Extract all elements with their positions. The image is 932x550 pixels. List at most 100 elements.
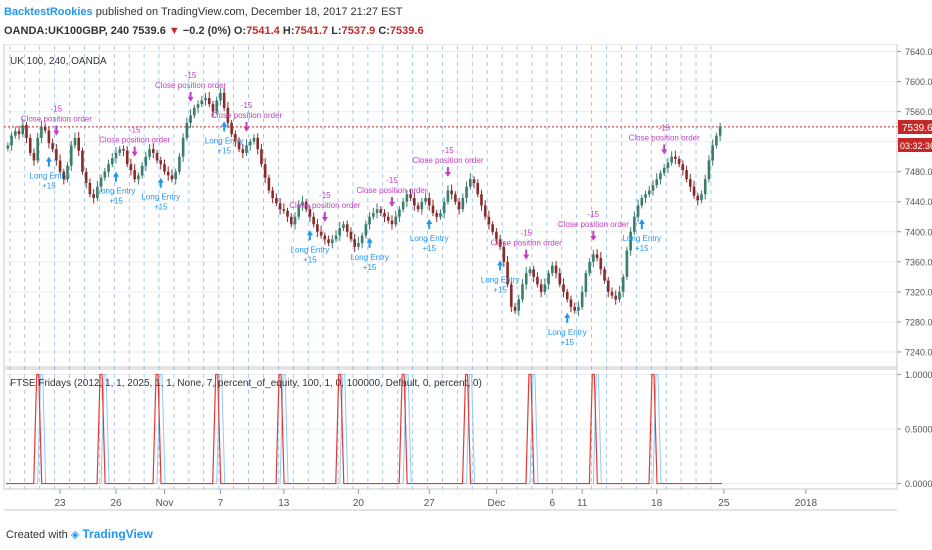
candle-body bbox=[293, 216, 297, 225]
candle-body bbox=[323, 235, 327, 240]
candle-body bbox=[84, 171, 88, 183]
candle-body bbox=[66, 165, 69, 180]
candle-body bbox=[155, 152, 159, 161]
candle-body bbox=[700, 194, 703, 201]
footer: Created with ◈ TradingView bbox=[6, 524, 153, 544]
candle-body bbox=[297, 205, 301, 217]
candle-body bbox=[383, 213, 386, 217]
symbol-label: OANDA:UK100GBP, 240 bbox=[4, 25, 130, 37]
candle-body bbox=[316, 224, 319, 232]
candle-body bbox=[92, 194, 95, 198]
candle-body bbox=[543, 284, 547, 292]
candle-body bbox=[10, 135, 13, 146]
time-axis[interactable]: 23 26 Nov 7 13 20 27 Dec 6 11 18 25 2018 bbox=[55, 489, 818, 509]
long-entry-label: Long Entry bbox=[141, 193, 180, 202]
long-entry-label: Long Entry bbox=[622, 234, 661, 243]
candle-body bbox=[140, 165, 144, 176]
long-entry-label: Long Entry bbox=[30, 172, 69, 181]
candle-body bbox=[226, 107, 230, 123]
author-link[interactable]: BacktestRookies bbox=[4, 6, 93, 18]
candle-body bbox=[398, 209, 401, 217]
candle-body bbox=[498, 239, 502, 247]
close-arrow-icon bbox=[590, 230, 597, 241]
candle-body bbox=[234, 134, 237, 142]
candle-body bbox=[640, 197, 644, 206]
buy-arrow-icon bbox=[366, 237, 373, 248]
long-entry-qty: +15 bbox=[560, 338, 574, 347]
close-arrow-icon bbox=[131, 146, 138, 157]
candle-body bbox=[207, 98, 211, 105]
candle-body bbox=[170, 175, 174, 180]
indicator-tick-label: 1.0000 bbox=[905, 370, 932, 380]
close-position-qty: -15 bbox=[442, 146, 454, 155]
candle-body bbox=[636, 205, 640, 217]
candle-body bbox=[375, 209, 379, 214]
candle-body bbox=[610, 291, 614, 296]
price-axis[interactable]: 7640.07600.07560.07520.07480.07440.07400… bbox=[897, 47, 932, 357]
long-entry-label: Long Entry bbox=[97, 187, 136, 196]
candle-body bbox=[222, 92, 226, 108]
indicator-axis[interactable]: 1.0000 0.5000 0.0000 bbox=[897, 370, 932, 489]
candle-body bbox=[618, 291, 621, 300]
last-price-tag: 7539.6 03:32:36 bbox=[898, 120, 932, 152]
candle-body bbox=[125, 150, 129, 165]
candle-body bbox=[129, 164, 133, 171]
candle-body bbox=[547, 273, 550, 285]
x-tick-label: 25 bbox=[718, 498, 730, 509]
tradingview-brand[interactable]: TradingView bbox=[82, 527, 153, 541]
long-entry-label: Long Entry bbox=[410, 234, 449, 243]
candle-body bbox=[17, 131, 21, 135]
candle-body bbox=[211, 104, 215, 112]
candle-body bbox=[688, 179, 692, 187]
close-position-label: Close position order bbox=[629, 133, 700, 142]
publish-header: BacktestRookies published on TradingView… bbox=[4, 3, 402, 21]
indicator-tick-label: 0.0000 bbox=[905, 479, 932, 489]
x-tick-label: 23 bbox=[55, 498, 67, 509]
candle-body bbox=[573, 306, 577, 311]
x-tick-label: 6 bbox=[550, 498, 556, 509]
indicator-legend: FTSE Fridays (2012, 1, 1, 2025, 1, 1, No… bbox=[10, 378, 482, 389]
buy-arrow-icon bbox=[45, 156, 52, 167]
candle-body bbox=[614, 295, 618, 300]
candle-body bbox=[364, 224, 368, 236]
candle-body bbox=[666, 162, 670, 168]
candle-body bbox=[476, 182, 480, 195]
candle-body bbox=[357, 243, 360, 247]
close-position-label: Close position order bbox=[21, 115, 92, 124]
buy-arrow-icon bbox=[221, 121, 228, 132]
tradingview-logo-icon: ◈ bbox=[70, 529, 80, 541]
candle-body bbox=[327, 239, 330, 244]
candle-body bbox=[122, 149, 125, 151]
long-entry-qty: +15 bbox=[493, 285, 507, 294]
candle-body bbox=[178, 156, 181, 172]
candle-body bbox=[133, 170, 136, 180]
candle-body bbox=[282, 209, 286, 211]
candle-body bbox=[524, 273, 528, 285]
long-entry-label: Long Entry bbox=[291, 245, 330, 254]
created-with-label: Created with bbox=[6, 529, 68, 541]
candle-body bbox=[435, 213, 439, 217]
change-arrow-icon: ▼ bbox=[168, 25, 180, 37]
candle-body bbox=[144, 156, 148, 166]
candle-body bbox=[592, 254, 595, 262]
ohlc-header: OANDA:UK100GBP, 240 7539.6 ▼ −0.2 (0%) O… bbox=[4, 22, 424, 40]
candle-body bbox=[241, 149, 245, 153]
main-pane[interactable] bbox=[3, 44, 898, 368]
x-tick-label: 20 bbox=[353, 498, 365, 509]
published-text: published on TradingView.com, December 1… bbox=[95, 6, 403, 18]
buy-arrow-icon bbox=[497, 260, 504, 271]
candle-body bbox=[655, 179, 659, 186]
y-tick-label: 7440.0 bbox=[905, 197, 932, 207]
close-arrow-icon bbox=[243, 121, 250, 132]
candle-body bbox=[360, 235, 364, 244]
close-position-label: Close position order bbox=[491, 239, 562, 248]
last-price-tag-label: 7539.6 bbox=[902, 123, 932, 134]
candle-body bbox=[88, 182, 92, 195]
close-position-qty: -15 bbox=[241, 101, 253, 110]
long-entry-qty: +15 bbox=[154, 203, 168, 212]
candle-body bbox=[69, 145, 73, 166]
candle-body bbox=[379, 209, 383, 214]
candle-body bbox=[431, 205, 435, 214]
long-entry-qty: +15 bbox=[363, 263, 377, 272]
